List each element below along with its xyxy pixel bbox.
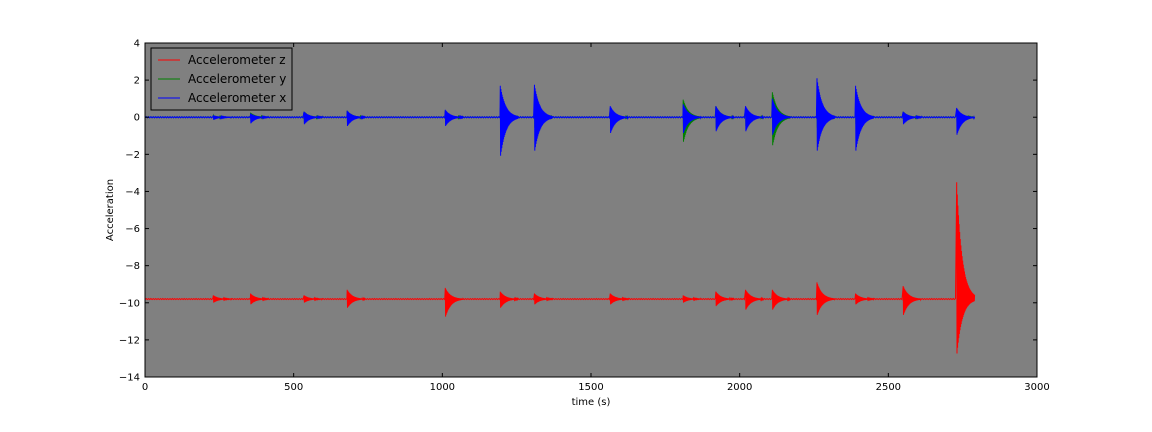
x-tick-label: 1000 xyxy=(430,382,455,393)
legend-label: Accelerometer y xyxy=(188,72,286,86)
y-tick-label: 4 xyxy=(134,39,140,50)
y-tick-label: −14 xyxy=(119,373,140,384)
series-line-0 xyxy=(144,182,976,354)
x-tick-label: 2500 xyxy=(876,382,901,393)
legend-label: Accelerometer x xyxy=(188,91,286,105)
y-tick-label: −12 xyxy=(119,335,140,346)
y-tick-label: −4 xyxy=(125,187,140,198)
series-layer xyxy=(144,78,976,354)
y-tick-label: 0 xyxy=(134,113,140,124)
x-tick-label: 3000 xyxy=(1024,382,1049,393)
x-tick-label: 500 xyxy=(284,382,303,393)
y-axis-label: Acceleration xyxy=(105,179,116,241)
legend-label: Accelerometer z xyxy=(188,53,286,67)
y-tick-label: −10 xyxy=(119,298,140,309)
y-tick-label: −6 xyxy=(125,224,140,235)
ticks-layer: 0 500 1000 1500 2000 2500 3000 4 2 0 −2 −4 −6 −8 −10 −1… xyxy=(119,39,1050,394)
plot-area xyxy=(145,43,1037,377)
y-tick-label: −8 xyxy=(125,261,140,272)
x-tick-label: 2000 xyxy=(727,382,752,393)
x-tick-label: 1500 xyxy=(578,382,603,393)
y-tick-label: 2 xyxy=(134,76,140,87)
series-line-2 xyxy=(144,78,976,156)
legend: Accelerometer z Accelerometer y Accelerome… xyxy=(150,47,293,111)
y-tick-label: −2 xyxy=(125,150,140,161)
x-axis-label: time (s) xyxy=(572,397,611,408)
x-tick-label: 0 xyxy=(142,382,148,393)
